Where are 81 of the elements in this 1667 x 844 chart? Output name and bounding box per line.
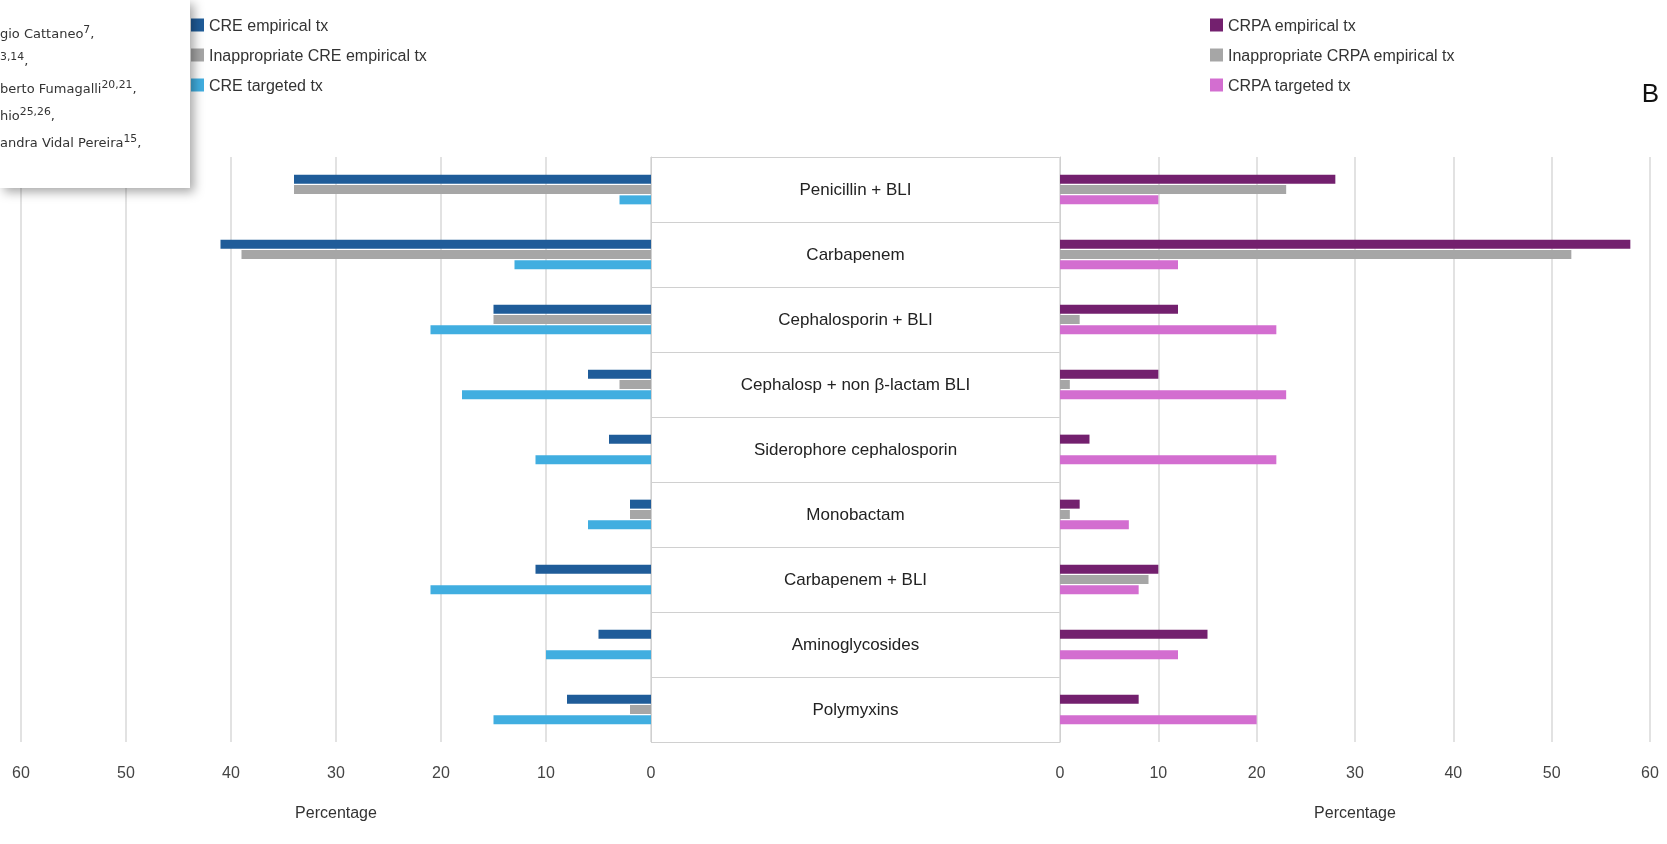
bar <box>1060 499 1080 509</box>
bar <box>1060 315 1080 324</box>
y-tick-label: Siderophore cephalosporin <box>753 440 958 459</box>
text-card: gio Cattaneo$^{7}$, $^{3,14}$, berto Fumagalli$^{20,21}$, hio$^{25,26}$, andra Vidal Pereira$^{15}$, <box>0 0 190 188</box>
y-tick-label: Carbapenem + BLI <box>783 570 928 589</box>
x-tick-label: 0 <box>1055 763 1065 781</box>
bar <box>1060 195 1159 205</box>
bar <box>1060 434 1090 444</box>
bar <box>1060 575 1149 584</box>
bar <box>1060 520 1129 530</box>
bar <box>535 564 651 574</box>
y-tick-label: Carbapenem <box>806 245 905 264</box>
bar <box>462 390 651 400</box>
x-tick-label: 60 <box>12 763 30 781</box>
x-axis-title: Percentage <box>295 803 378 821</box>
legend-label: CRE empirical tx <box>209 16 329 34</box>
bar <box>1060 369 1159 379</box>
bar <box>535 455 651 465</box>
bar <box>1060 455 1277 465</box>
legend-label: Inappropriate CRE empirical tx <box>209 46 427 64</box>
legend-label: CRPA empirical tx <box>1228 16 1356 34</box>
x-tick-label: 60 <box>1641 763 1659 781</box>
bar <box>514 260 651 270</box>
bar <box>609 434 651 444</box>
y-tick-label: Cephalosporin + BLI <box>778 310 933 329</box>
y-tick-label: Polymyxins <box>812 700 899 719</box>
bar <box>493 315 651 324</box>
x-axis-title: Percentage <box>1314 803 1397 821</box>
bar <box>598 629 651 639</box>
legend-label: CRPA targeted tx <box>1228 76 1351 94</box>
bar <box>630 705 651 714</box>
y-tick-label: Aminoglycosides <box>791 635 920 654</box>
x-tick-label: 40 <box>1444 763 1463 781</box>
x-tick-label: 50 <box>1542 763 1561 781</box>
bar <box>1060 174 1336 184</box>
bar <box>1060 585 1139 595</box>
x-tick-label: 10 <box>537 763 555 781</box>
bar <box>294 174 651 184</box>
y-tick-label: Penicillin + BLI <box>799 180 912 199</box>
legend-label: Inappropriate CRPA empirical tx <box>1228 46 1455 64</box>
x-tick-label: 30 <box>327 763 345 781</box>
bar <box>567 694 651 704</box>
bar <box>1060 715 1257 725</box>
bar <box>220 239 651 249</box>
bar <box>1060 390 1287 400</box>
bar <box>1060 629 1208 639</box>
bar <box>619 380 651 389</box>
bar <box>588 369 651 379</box>
bar <box>1060 564 1159 574</box>
bar <box>1060 380 1070 389</box>
bar <box>1060 510 1070 519</box>
legend-label: CRE targeted tx <box>209 76 323 94</box>
bar <box>1060 260 1178 270</box>
bar <box>1060 304 1178 314</box>
bar <box>588 520 651 530</box>
bar <box>546 650 651 660</box>
x-tick-label: 10 <box>1149 763 1168 781</box>
bar <box>493 304 651 314</box>
bar <box>630 510 651 519</box>
bar <box>1060 239 1631 249</box>
bar <box>241 250 651 259</box>
text: B <box>1641 78 1659 108</box>
x-tick-label: 50 <box>117 763 135 781</box>
bar <box>430 325 651 335</box>
bar <box>1060 694 1139 704</box>
y-tick-label: Monobactam <box>806 505 905 524</box>
x-tick-label: 20 <box>432 763 450 781</box>
x-tick-label: 30 <box>1346 763 1364 781</box>
bar <box>1060 325 1277 335</box>
bar <box>294 185 651 194</box>
bar <box>493 715 651 725</box>
x-tick-label: 20 <box>1247 763 1266 781</box>
bar <box>430 585 651 595</box>
bar <box>1060 650 1178 660</box>
bar <box>619 195 651 205</box>
y-tick-label: Cephalosp + non β-lactam BLI <box>740 375 971 394</box>
bar <box>1060 185 1287 194</box>
x-tick-label: 0 <box>646 763 656 781</box>
x-tick-label: 40 <box>222 763 240 781</box>
bar <box>630 499 651 509</box>
bar <box>1060 250 1572 259</box>
